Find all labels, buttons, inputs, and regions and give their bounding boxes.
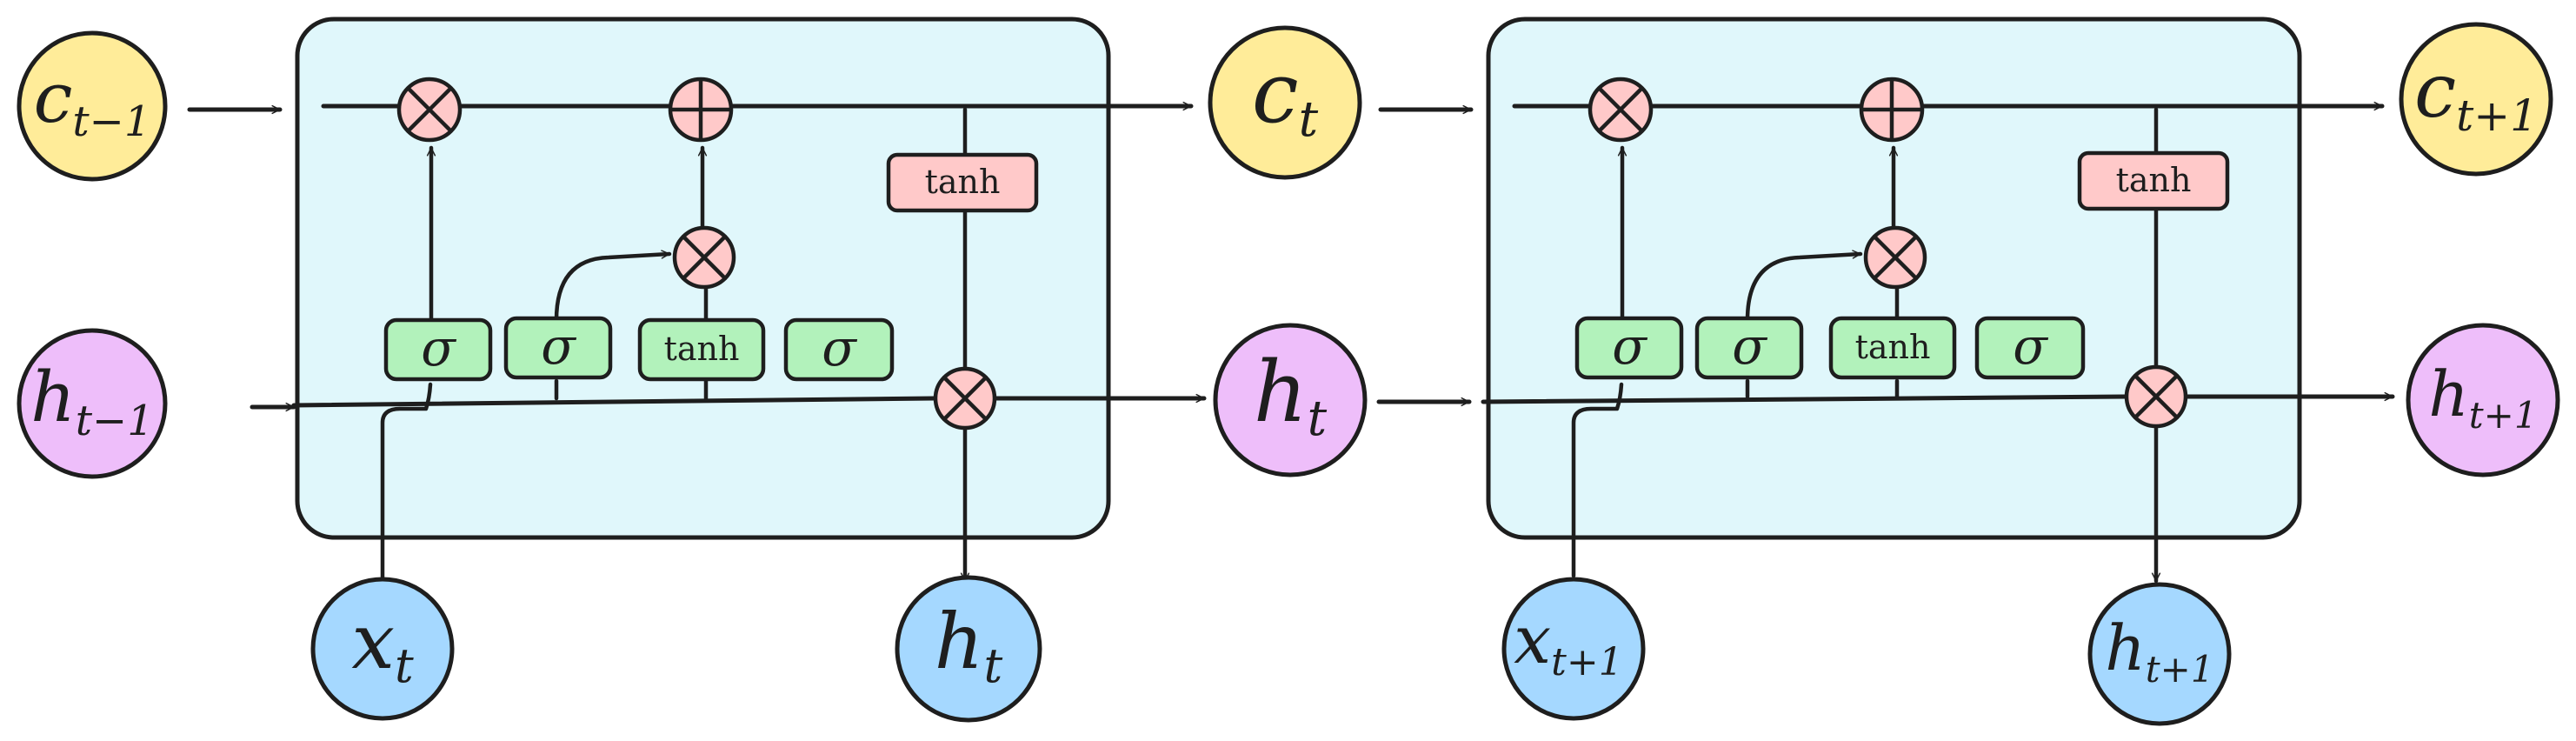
input-gate-2: σ xyxy=(1694,316,1804,380)
svg-text:tanh: tanh xyxy=(2116,161,2192,199)
svg-text:ct+1: ct+1 xyxy=(2414,48,2538,141)
cell-tanh-box-2: tanh xyxy=(2077,150,2230,211)
x-input-line-2 xyxy=(1571,382,1624,578)
forget-gate-2: σ xyxy=(1574,316,1684,380)
h-down-node-2: ht+1 xyxy=(2087,582,2232,726)
svg-text:ht+1: ht+1 xyxy=(2105,611,2213,691)
c-prev-node: ct−1 xyxy=(17,30,168,182)
svg-text:σ: σ xyxy=(2013,317,2048,376)
svg-text:ct: ct xyxy=(1252,44,1319,148)
candidate-gate-2: tanh xyxy=(1828,316,1957,380)
add-icon-2 xyxy=(1859,77,1925,143)
output-gate: σ xyxy=(783,317,895,382)
input-multiply-icon-2 xyxy=(1863,225,1927,290)
output-multiply-icon-2 xyxy=(2124,364,2188,429)
svg-text:xt+1: xt+1 xyxy=(1514,601,1622,684)
svg-text:tanh: tanh xyxy=(1855,328,1931,366)
cell-tanh-box: tanh xyxy=(886,152,1039,213)
h-out-node: ht xyxy=(1213,323,1368,477)
svg-text:ht+1: ht+1 xyxy=(2428,357,2537,437)
candidate-gate: tanh xyxy=(637,317,766,382)
c-out-node-2: ct+1 xyxy=(2399,22,2553,177)
svg-text:tanh: tanh xyxy=(664,330,740,368)
forget-gate: σ xyxy=(383,317,493,382)
h-prev-node: ht−1 xyxy=(17,328,168,479)
h-out-node-2: ht+1 xyxy=(2406,323,2560,477)
hidden-line-2 xyxy=(1481,394,2128,404)
h-down-node: ht xyxy=(895,575,1042,723)
svg-text:σ: σ xyxy=(1612,317,1647,376)
svg-text:ht: ht xyxy=(935,597,1003,693)
svg-text:σ: σ xyxy=(421,318,456,377)
x-node: xt xyxy=(310,577,455,721)
x-input-line xyxy=(380,382,433,582)
svg-text:xt: xt xyxy=(351,597,414,693)
svg-text:ct−1: ct−1 xyxy=(34,57,151,146)
svg-text:ht−1: ht−1 xyxy=(30,357,154,445)
input-multiply-icon xyxy=(672,225,736,290)
svg-text:tanh: tanh xyxy=(925,163,1001,201)
input-gate: σ xyxy=(503,316,613,380)
svg-text:σ: σ xyxy=(1732,317,1767,376)
x-node-2: xt+1 xyxy=(1501,577,1646,721)
c-out-node: ct xyxy=(1208,25,1362,180)
hidden-line xyxy=(291,396,937,408)
add-icon xyxy=(668,77,734,143)
svg-text:σ: σ xyxy=(541,317,576,376)
svg-text:σ: σ xyxy=(822,318,857,377)
input-gate-arrow xyxy=(554,250,672,323)
input-gate-arrow-2 xyxy=(1745,250,1863,323)
output-multiply-icon xyxy=(933,366,997,431)
forget-multiply-icon xyxy=(396,77,463,143)
forget-multiply-icon-2 xyxy=(1588,77,1654,143)
output-gate-2: σ xyxy=(1974,316,2086,380)
svg-text:ht: ht xyxy=(1254,344,1328,447)
